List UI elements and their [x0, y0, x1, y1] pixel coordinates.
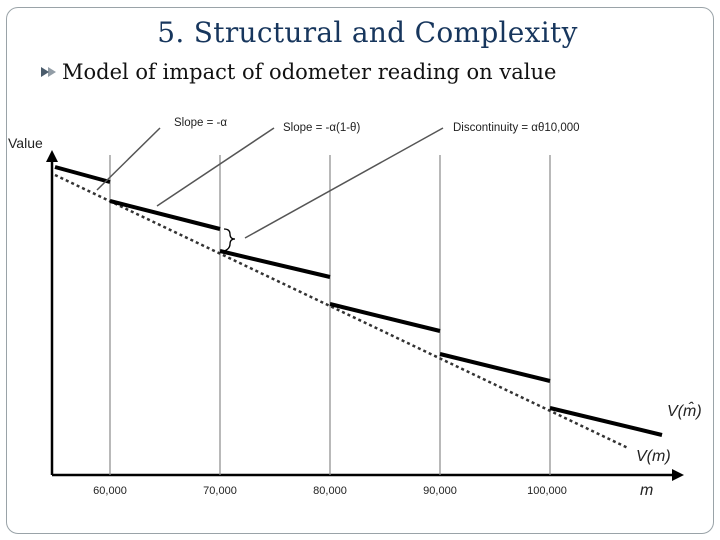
x-axis-label: m: [640, 482, 653, 499]
v-m-dotted-line: [54, 173, 629, 450]
y-axis-label: Value: [8, 135, 43, 151]
x-tick-label: 70,000: [203, 485, 237, 497]
leader-slope-b: [156, 127, 275, 207]
x-tick-label: 80,000: [313, 485, 347, 497]
annotation-discontinuity: Discontinuity = αθ10,000: [453, 122, 580, 134]
v-m-label: V(m): [636, 448, 671, 465]
x-tick-label: 100,000: [527, 485, 567, 497]
bullet-row: Model of impact of odometer reading on v…: [40, 60, 556, 84]
segment-1: [109, 199, 221, 231]
y-axis-arrow-icon: [46, 150, 58, 162]
leader-slope-a: [96, 127, 161, 191]
leader-discontinuity: [244, 127, 444, 239]
x-tick-label: 90,000: [423, 485, 457, 497]
bullet-text: Model of impact of odometer reading on v…: [62, 60, 557, 84]
x-axis-arrow-icon: [672, 469, 684, 481]
slide-title: 5. Structural and Complexity: [157, 16, 578, 49]
segment-2: [219, 249, 331, 279]
annotation-slope-b: Slope = -α(1-θ): [283, 122, 360, 134]
discontinuity-brace: [223, 228, 236, 252]
v-hat-segments: [54, 165, 663, 437]
bullet-arrow-icon: [41, 67, 56, 77]
segment-5: [549, 406, 663, 437]
segment-3: [329, 302, 441, 333]
v-hat-label: V(m̂): [667, 400, 702, 420]
segment-4: [439, 352, 551, 383]
annotation-slope-a: Slope = -α: [174, 117, 227, 129]
segment-0: [54, 165, 111, 184]
x-tick-label: 60,000: [93, 485, 127, 497]
slide-frame: [6, 7, 714, 534]
